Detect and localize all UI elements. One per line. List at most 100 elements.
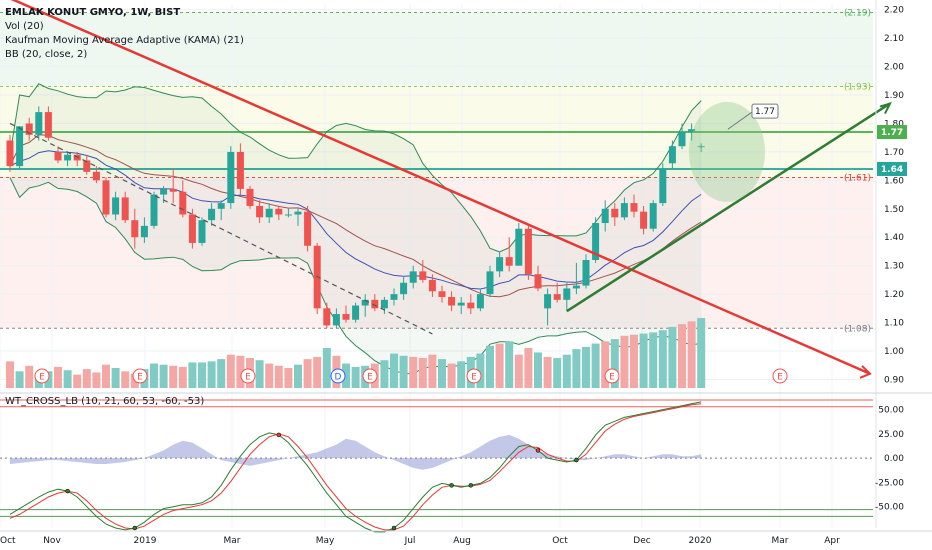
candle-body	[227, 151, 235, 204]
volume-bar	[284, 368, 293, 388]
volume-bar	[236, 355, 245, 388]
event-marker	[772, 368, 788, 384]
price-tick-label: 0.90	[884, 375, 904, 385]
volume-bar	[92, 372, 101, 388]
volume-bar	[543, 356, 552, 388]
candle-body	[265, 208, 273, 218]
time-tick-label: Nov	[43, 536, 61, 546]
candle-body	[563, 288, 571, 300]
kama-indicator-label: Kaufman Moving Average Adaptive (KAMA) (…	[5, 35, 244, 46]
candle-body	[438, 291, 446, 297]
cross-dot	[391, 525, 397, 531]
volume-bar	[159, 364, 168, 388]
event-marker-label: E	[137, 373, 143, 383]
volume-bar	[428, 354, 437, 388]
volume-bar	[658, 330, 667, 388]
volume-bar	[322, 348, 331, 388]
candle-body	[35, 112, 43, 135]
symbol-title: EMLAK KONUT GMYO, 1W, BIST	[5, 7, 181, 18]
oscillator-tick-label: 25.00	[878, 430, 904, 440]
oscillator-tick-label: 0.00	[884, 454, 904, 464]
event-marker	[466, 368, 482, 384]
volume-bar	[418, 358, 427, 388]
candle-body	[524, 228, 532, 275]
candle-body	[25, 123, 33, 135]
volume-bar	[15, 371, 24, 388]
oscillator-legend: WT_CROSS_LB (10, 21, 60, 53, -60, -53)	[5, 396, 205, 407]
callout-label: 1.77	[755, 107, 775, 117]
candle-body	[352, 305, 360, 320]
dashed-trendline	[9, 122, 433, 335]
volume-bar	[111, 368, 120, 388]
candle-body	[198, 220, 206, 243]
cross-dot	[276, 432, 282, 438]
volume-bar	[342, 363, 350, 388]
red-resistance-line	[10, 0, 871, 375]
event-marker	[330, 368, 346, 384]
price-tick-label: 1.20	[884, 290, 904, 300]
cross-dot	[65, 488, 70, 494]
chart-legend: EMLAK KONUT GMYO, 1W, BIST Vol (20) Kauf…	[5, 6, 244, 62]
candle-body	[6, 140, 14, 167]
volume-bar	[630, 334, 638, 388]
callout-box	[751, 103, 779, 119]
volume-bar	[255, 360, 264, 388]
price-tag	[877, 161, 907, 176]
candle-body	[217, 203, 225, 209]
cross-dot	[535, 448, 541, 453]
candle-body	[649, 203, 657, 229]
bollinger-band-fill	[10, 83, 702, 375]
time-tick-label: Aug	[453, 536, 471, 546]
time-tick-label: Jul	[404, 536, 416, 546]
volume-bar	[82, 369, 91, 388]
volume-bar	[553, 358, 562, 388]
volume-bar	[313, 356, 322, 388]
price-tick-label: 1.90	[884, 91, 904, 101]
time-tick-label: Oct	[552, 536, 568, 546]
volume-bar	[178, 366, 187, 388]
volume-bar	[25, 365, 34, 388]
wt2-line	[9, 403, 702, 531]
candle-body	[304, 211, 312, 246]
event-marker-label: E	[609, 373, 615, 383]
candle-body	[380, 299, 388, 309]
price-tag-label: 1.64	[881, 165, 903, 175]
price-tick-label: 1.70	[884, 148, 904, 158]
volume-bar	[534, 352, 542, 388]
candle-body	[131, 220, 139, 238]
volume-bar	[188, 362, 197, 388]
candle-body	[323, 308, 331, 326]
candle-body	[659, 168, 667, 204]
bollinger-upper-line	[9, 83, 702, 253]
cross-dot	[449, 483, 454, 488]
price-tick-label: 2.00	[884, 63, 904, 73]
volume-bar	[697, 318, 706, 388]
price-tick-label: 1.10	[884, 319, 904, 329]
level-label: (1.61)	[844, 174, 871, 184]
time-tick-label: Oct	[0, 536, 16, 546]
candle-body	[112, 197, 120, 215]
oscillator-histogram	[10, 434, 702, 470]
level-label: (1.08)	[844, 324, 871, 334]
candle-body	[457, 302, 465, 306]
green-support-line	[566, 102, 891, 313]
candle-body	[150, 194, 158, 226]
candle-body	[92, 171, 100, 181]
volume-bar	[678, 324, 686, 388]
volume-bar	[591, 343, 600, 388]
price-tick-label: 1.30	[884, 262, 904, 272]
candle-body	[476, 294, 484, 309]
oscillator-tick-label: 50.00	[878, 406, 904, 416]
volume-bar	[303, 359, 312, 388]
event-marker	[34, 368, 50, 384]
candle-body	[467, 302, 475, 309]
price-tick-label: 1.60	[884, 176, 904, 186]
candle-body	[188, 214, 196, 243]
event-marker-label: E	[367, 373, 373, 383]
volume-bar	[668, 326, 677, 388]
candle-body	[294, 211, 302, 215]
candle-body	[275, 208, 283, 215]
level-label: (1.93)	[844, 82, 871, 92]
volume-bar	[582, 346, 590, 388]
